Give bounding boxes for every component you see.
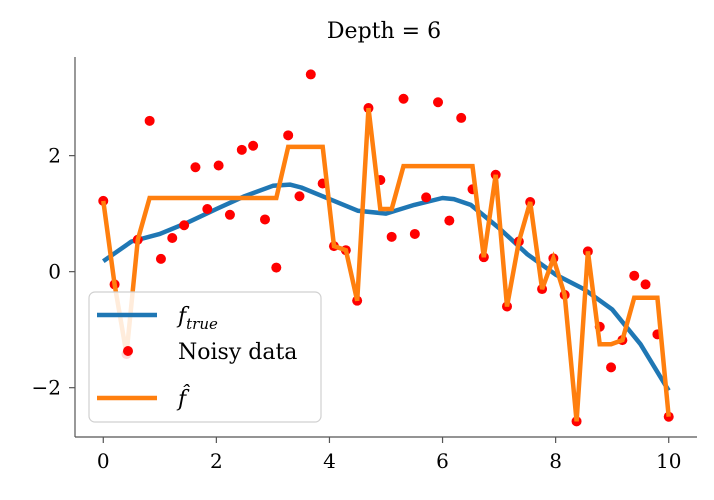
x-tick-label: 6	[436, 449, 449, 473]
noisy-data-point	[167, 233, 178, 244]
legend-label-noisy-data: Noisy data	[178, 340, 297, 365]
legend: ftrue Noisy data f̂	[88, 291, 322, 423]
noisy-data-point	[294, 191, 305, 202]
axes: 0 2 4 6 8 10 −2 0 2	[32, 57, 697, 473]
noisy-data-point	[213, 160, 224, 171]
noisy-data-point	[444, 215, 455, 226]
x-tick-label: 10	[656, 449, 681, 473]
noisy-data-point	[456, 112, 467, 123]
noisy-data-point	[386, 231, 397, 242]
noisy-data-point	[398, 93, 409, 104]
noisy-data-point	[606, 362, 617, 373]
noisy-data-point	[259, 214, 270, 225]
noisy-data-point	[202, 204, 213, 214]
chart-title: Depth = 6	[327, 19, 441, 44]
x-tick-label: 8	[549, 449, 562, 473]
x-tick-label: 0	[97, 449, 110, 473]
x-tick-label: 2	[210, 449, 223, 473]
noisy-data-point	[305, 69, 316, 80]
y-tick-label: −2	[32, 376, 61, 400]
noisy-data-point	[421, 192, 432, 203]
noisy-data-point	[190, 162, 201, 173]
noisy-data-point	[179, 220, 190, 231]
y-tick-label: 2	[48, 144, 61, 168]
legend-swatch-noisy-data	[123, 346, 133, 356]
noisy-data-point	[629, 270, 640, 281]
noisy-data-point	[236, 144, 247, 155]
legend-box	[88, 291, 322, 423]
noisy-data-point	[144, 115, 155, 126]
x-tick-label: 4	[323, 449, 336, 473]
noisy-data-point	[155, 253, 166, 264]
noisy-data-point	[224, 209, 235, 220]
noisy-data-point	[283, 130, 294, 141]
noisy-data-point	[433, 97, 444, 108]
series-f-hat-line	[101, 107, 671, 422]
noisy-data-point	[640, 279, 651, 290]
noisy-data-point	[248, 140, 259, 151]
noisy-data-point	[409, 228, 420, 239]
noisy-data-point	[271, 262, 282, 273]
y-tick-label: 0	[48, 260, 61, 284]
series-layer	[98, 69, 674, 427]
